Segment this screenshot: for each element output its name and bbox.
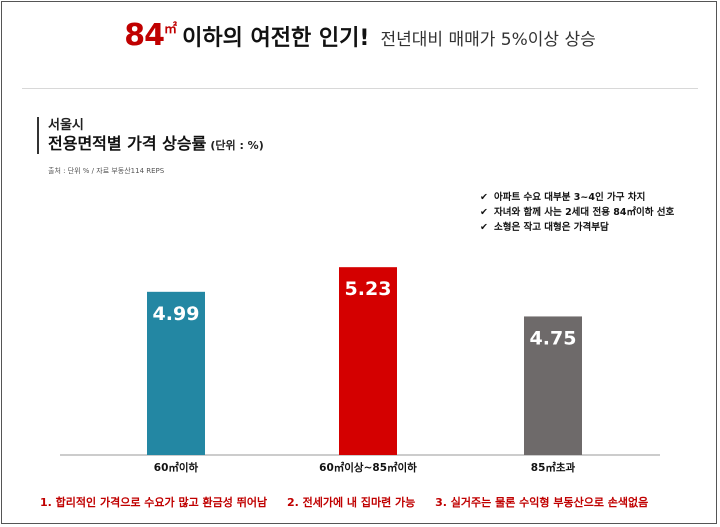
x-tick-label: 85㎡초과	[531, 461, 576, 474]
footer-point-3: 3. 실거주는 물론 수익형 부동산으로 손색없음	[435, 496, 649, 509]
headline-number: 84	[124, 18, 165, 53]
headline-bold-text: 이하의 여전한 인기!	[182, 26, 370, 51]
headline-light-text: 전년대비 매매가 5%이상 상승	[380, 30, 596, 50]
chart-title-block: 서울시 전용면적별 가격 상승률 (단위 : %)	[37, 117, 264, 154]
x-tick-label: 60㎡이상~85㎡이하	[319, 461, 417, 474]
bar-value-label: 5.23	[345, 278, 392, 300]
bar	[339, 267, 397, 455]
bar-value-label: 4.75	[530, 327, 577, 349]
bar-value-label: 4.99	[153, 303, 200, 325]
x-tick-label: 60㎡이하	[154, 461, 199, 474]
note-text: 자녀와 함께 사는 2세대 전용 84㎡이하 선호	[493, 207, 675, 218]
check-icon: ✔	[480, 222, 488, 233]
notes-list: ✔ 아파트 수요 대부분 3~4인 가구 차지 ✔ 자녀와 함께 사는 2세대 전용…	[480, 190, 674, 235]
header-divider	[22, 88, 698, 89]
bar	[524, 316, 582, 455]
chart-title: 전용면적별 가격 상승률	[48, 134, 207, 153]
note-item: ✔ 자녀와 함께 사는 2세대 전용 84㎡이하 선호	[480, 205, 674, 220]
check-icon: ✔	[480, 207, 488, 218]
headline-unit: ㎡	[164, 22, 178, 37]
note-item: ✔ 아파트 수요 대부분 3~4인 가구 차지	[480, 190, 674, 205]
bar	[147, 291, 205, 455]
note-text: 아파트 수요 대부분 3~4인 가구 차지	[493, 192, 646, 203]
footer-point-1: 1. 합리적인 가격으로 수요가 많고 환금성 뛰어남	[40, 496, 268, 509]
footer-points: 1. 합리적인 가격으로 수요가 많고 환금성 뛰어남 2. 전세가에 내 집마…	[40, 494, 664, 510]
chart-region: 서울시	[48, 118, 84, 133]
chart-unit: (단위 : %)	[210, 139, 264, 152]
check-icon: ✔	[480, 192, 488, 203]
note-text: 소형은 작고 대형은 가격부담	[493, 222, 609, 233]
source-note: 출처 : 단위 % / 자료 부동산114 REPS	[48, 167, 165, 175]
note-item: ✔ 소형은 작고 대형은 가격부담	[480, 220, 674, 235]
headline: 84㎡ 이하의 여전한 인기! 전년대비 매매가 5%이상 상승	[0, 18, 720, 53]
footer-point-2: 2. 전세가에 내 집마련 가능	[286, 496, 416, 509]
